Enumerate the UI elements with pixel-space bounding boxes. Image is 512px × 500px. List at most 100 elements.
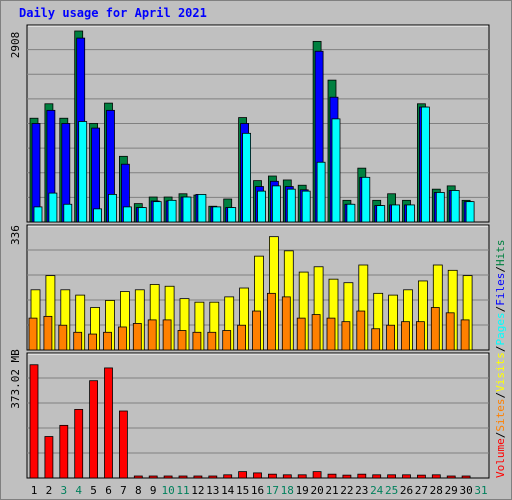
sites-bar — [401, 321, 410, 351]
pages-bar — [376, 205, 386, 223]
pages-bar — [123, 206, 132, 223]
volume-bar — [297, 474, 307, 479]
volume-bar — [267, 473, 277, 479]
volume-bar — [89, 380, 98, 479]
panel-2-max-label: 336 — [9, 225, 22, 245]
volume-bar — [74, 409, 84, 479]
volume-bar — [223, 474, 233, 479]
sites-bar — [58, 324, 68, 351]
pages-bar — [346, 203, 356, 223]
day-label: 23 — [355, 484, 368, 497]
pages-bar — [391, 204, 401, 223]
volume-bar — [59, 424, 69, 479]
pages-bar — [137, 207, 147, 223]
pages-bar — [167, 199, 177, 223]
files-bar — [91, 127, 100, 223]
day-label: 25 — [385, 484, 398, 497]
volume-bar — [163, 475, 173, 479]
sites-bar — [341, 321, 351, 351]
panel-1-max-label: 2908 — [9, 32, 22, 59]
day-label: 11 — [176, 484, 189, 497]
volume-bar — [387, 474, 397, 479]
sites-bar — [371, 328, 381, 351]
volume-bar — [402, 474, 411, 479]
volume-bar — [208, 475, 218, 479]
legend-item: Visits — [494, 352, 507, 392]
volume-bar — [446, 475, 456, 479]
day-label: 29 — [445, 484, 458, 497]
day-label: 20 — [310, 484, 323, 497]
legend-item: Volume — [494, 438, 507, 478]
volume-bar — [148, 475, 158, 479]
pages-bar — [33, 206, 43, 223]
day-label: 18 — [281, 484, 294, 497]
sites-bar — [430, 307, 440, 351]
legend: Volume/Sites/Visits/Pages/Files/Hits — [494, 240, 507, 479]
pages-bar — [182, 196, 192, 223]
day-label: 7 — [120, 484, 127, 497]
pages-bar — [48, 192, 58, 223]
volume-bar — [44, 436, 54, 479]
pages-bar — [152, 201, 162, 223]
pages-bar — [78, 121, 88, 223]
day-label: 28 — [430, 484, 443, 497]
sites-bar — [281, 296, 291, 351]
legend-item: / — [494, 392, 507, 399]
day-label: 2 — [46, 484, 53, 497]
volume-bar — [416, 474, 426, 479]
day-label: 26 — [400, 484, 413, 497]
day-label: 16 — [251, 484, 264, 497]
day-label: 14 — [221, 484, 235, 497]
volume-bar — [253, 472, 262, 479]
pages-bar — [450, 190, 460, 223]
volume-bar — [282, 474, 292, 479]
legend-item: / — [494, 346, 507, 353]
volume-bar — [342, 474, 352, 479]
volume-bar — [357, 473, 367, 479]
sites-bar — [237, 324, 247, 351]
day-label: 3 — [60, 484, 67, 497]
sites-bar — [73, 331, 83, 351]
volume-bar — [312, 471, 322, 479]
sites-bar — [192, 331, 202, 351]
sites-bar — [415, 321, 425, 351]
pages-bar — [108, 194, 117, 223]
pages-bar — [406, 204, 415, 223]
sites-bar — [118, 326, 127, 351]
sites-bar — [445, 312, 455, 351]
sites-bar — [162, 319, 172, 351]
legend-item: Pages — [494, 312, 507, 345]
panel-3-max-label: 373.02 MB — [9, 349, 22, 409]
sites-bar — [311, 314, 321, 351]
pages-bar — [63, 203, 73, 223]
day-label: 15 — [236, 484, 249, 497]
legend-item: / — [494, 306, 507, 313]
pages-bar — [435, 192, 445, 223]
pages-bar — [227, 207, 237, 223]
pages-bar — [271, 185, 281, 223]
sites-bar — [296, 317, 306, 351]
sites-bar — [88, 333, 97, 351]
pages-bar — [420, 106, 430, 223]
volume-bar — [238, 471, 248, 479]
sites-bar — [252, 310, 261, 351]
day-label: 4 — [75, 484, 82, 497]
day-label: 12 — [191, 484, 204, 497]
pages-bar — [286, 188, 296, 223]
legend-item: Hits — [494, 240, 507, 267]
volume-bar — [178, 475, 188, 479]
sites-bar — [326, 317, 336, 351]
day-label: 10 — [161, 484, 174, 497]
sites-bar — [356, 310, 366, 351]
sites-bar — [103, 331, 112, 351]
day-label: 13 — [206, 484, 219, 497]
pages-bar — [242, 132, 252, 223]
pages-bar — [465, 201, 475, 223]
day-label: 22 — [340, 484, 353, 497]
day-label: 17 — [266, 484, 279, 497]
sites-bar — [43, 315, 53, 351]
sites-bar — [147, 319, 157, 351]
day-label: 9 — [150, 484, 157, 497]
volume-bar — [372, 474, 382, 479]
